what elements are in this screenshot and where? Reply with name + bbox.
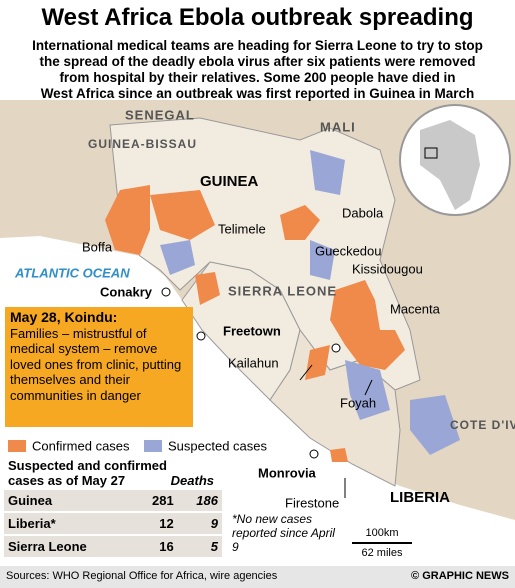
table-row: Sierra Leone 16 5 xyxy=(4,534,222,557)
confirmed-area xyxy=(280,205,320,240)
locator-box xyxy=(424,147,438,159)
table-row: Guinea 281 186 xyxy=(4,488,222,512)
map-label: Macenta xyxy=(390,301,441,316)
table-cell: 9 xyxy=(177,511,222,535)
scale-label: 100km xyxy=(365,527,398,539)
table-cell: 281 xyxy=(133,488,178,512)
legend-swatch xyxy=(144,440,162,452)
suspected-area xyxy=(310,150,345,195)
table-cell: Liberia* xyxy=(4,511,134,535)
map-label: SENEGAL xyxy=(125,107,195,122)
leader-line xyxy=(299,364,313,381)
map-label: Firestone xyxy=(285,495,339,510)
map-label: SIERRA LEONE xyxy=(228,283,337,298)
legend-label: Confirmed cases xyxy=(32,438,130,453)
confirmed-area xyxy=(330,448,348,462)
map-label: GUINEA xyxy=(200,173,259,190)
city-marker xyxy=(196,331,206,341)
table: Guinea 281 186 Liberia* 12 9 Sierra Leone 16 5 xyxy=(4,488,222,557)
confirmed-area xyxy=(195,272,220,305)
map-label: Dabola xyxy=(342,205,384,220)
title: West Africa Ebola outbreak spreading xyxy=(41,4,474,31)
map-label: ATLANTIC OCEAN xyxy=(14,265,130,280)
table-cell: Guinea xyxy=(4,488,134,512)
subtitle-line: International medical teams are heading … xyxy=(32,38,483,53)
map-label: Monrovia xyxy=(258,465,317,480)
map-label: MALI xyxy=(320,119,356,134)
map-label: Foyah xyxy=(340,395,376,410)
table-cell: 16 xyxy=(133,534,178,557)
table-title: Suspected and confirmed cases as of May … xyxy=(8,458,167,488)
leader-line xyxy=(364,379,373,396)
table-header: Deaths xyxy=(170,473,214,488)
map-label: Telimele xyxy=(218,221,266,236)
table-cell: 12 xyxy=(133,511,178,535)
map-label: Kissidougou xyxy=(352,261,423,276)
sources: Sources: WHO Regional Office for Africa,… xyxy=(6,570,278,582)
footer: Sources: WHO Regional Office for Africa,… xyxy=(0,566,515,588)
subtitle-line: the spread of the deadly ebola virus aft… xyxy=(39,54,476,69)
map-label: Boffa xyxy=(82,239,113,254)
confirmed-area xyxy=(305,345,330,380)
suspected-area xyxy=(310,240,335,280)
map-label: COTE D'IVOIRE xyxy=(450,418,515,432)
africa-shape xyxy=(420,120,480,210)
footnote: *No new cases reported since April 9 xyxy=(232,512,335,554)
confirmed-area xyxy=(330,280,405,370)
city-marker xyxy=(309,449,319,459)
credit: © GRAPHIC NEWS xyxy=(411,570,509,582)
city-marker xyxy=(161,287,171,297)
suspected-area xyxy=(410,395,460,455)
map-label: Kailahun xyxy=(228,355,279,370)
table-row: Liberia* 12 9 xyxy=(4,511,222,535)
map-label: Freetown xyxy=(223,323,281,338)
city-marker xyxy=(331,343,341,353)
case-table: Suspected and confirmed cases as of May … xyxy=(0,458,222,557)
callout-title: May 28, Koindu: xyxy=(10,309,118,325)
map-label: GUINEA-BISSAU xyxy=(88,137,197,151)
callout-body: Families – mistrustful of medical system… xyxy=(10,325,182,403)
map-label: Conakry xyxy=(100,284,153,299)
subtitle-line: West Africa since an outbreak was first … xyxy=(40,86,475,101)
callout: May 28, Koindu: Families – mistrustful o… xyxy=(5,307,193,427)
map-label: LIBERIA xyxy=(390,489,450,506)
legend-swatch xyxy=(8,440,26,452)
table-cell: 186 xyxy=(177,488,222,512)
legend-label: Suspected cases xyxy=(168,438,268,453)
confirmed-area xyxy=(105,185,150,255)
table-cell: 5 xyxy=(177,534,222,557)
confirmed-area xyxy=(150,190,215,240)
map-label: Gueckedou xyxy=(315,243,382,258)
table-cell: Sierra Leone xyxy=(4,534,134,557)
suspected-area xyxy=(160,240,195,275)
subtitle-line: from hospital by their relatives. Some 2… xyxy=(59,70,456,85)
scale-label: 62 miles xyxy=(362,547,403,559)
